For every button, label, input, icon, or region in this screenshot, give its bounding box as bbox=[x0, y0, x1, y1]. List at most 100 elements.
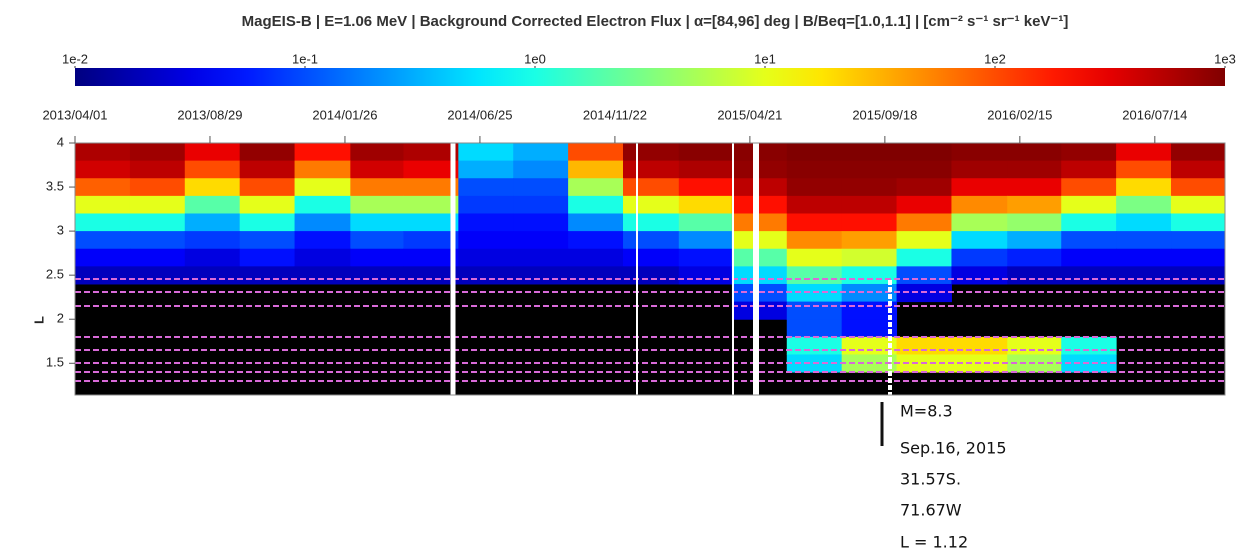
heatmap-cell bbox=[951, 231, 1008, 250]
heatmap-cell bbox=[1116, 266, 1172, 285]
heatmap-cell bbox=[841, 301, 898, 320]
heatmap-cell bbox=[623, 213, 680, 232]
x-tick-label: 2015/04/21 bbox=[717, 107, 782, 122]
x-tick-label: 2014/06/25 bbox=[447, 107, 512, 122]
heatmap-cell bbox=[350, 266, 404, 285]
heatmap-cell bbox=[513, 195, 569, 214]
heatmap-cell bbox=[951, 178, 1008, 197]
heatmap-cell bbox=[513, 178, 569, 197]
x-tick-label: 2016/07/14 bbox=[1122, 107, 1187, 122]
heatmap-cell bbox=[403, 160, 459, 179]
heatmap-cell bbox=[294, 195, 351, 214]
heatmap-cell bbox=[1171, 160, 1225, 179]
heatmap-cell bbox=[350, 248, 404, 267]
heatmap-cell bbox=[1007, 231, 1062, 250]
heatmap-cell bbox=[731, 178, 788, 197]
colorbar-tick-label: 1e1 bbox=[754, 51, 776, 66]
annotation: 71.67W bbox=[900, 501, 962, 520]
heatmap-cell bbox=[350, 213, 404, 232]
heatmap-cell bbox=[239, 195, 296, 214]
heatmap-cell bbox=[129, 248, 186, 267]
heatmap-cell bbox=[678, 231, 733, 250]
heatmap-cell bbox=[841, 283, 898, 303]
heatmap-cell bbox=[1007, 248, 1062, 267]
heatmap-cell bbox=[786, 319, 843, 338]
heatmap-cell bbox=[350, 143, 404, 162]
annotation: M=8.3 bbox=[900, 402, 953, 421]
heatmap-cell bbox=[1007, 160, 1062, 179]
heatmap-cell bbox=[731, 231, 788, 250]
heatmap-cell bbox=[184, 178, 241, 197]
heatmap-cell bbox=[951, 266, 1008, 285]
heatmap-cell bbox=[184, 248, 241, 267]
heatmap-cell bbox=[731, 213, 788, 232]
y-tick-label: 4 bbox=[57, 134, 64, 149]
heatmap-cell bbox=[731, 301, 788, 320]
heatmap-cell bbox=[184, 160, 241, 179]
data-gaps bbox=[450, 143, 892, 395]
heatmap-cell bbox=[841, 160, 898, 179]
heatmap-cell bbox=[129, 213, 186, 232]
heatmap-cell bbox=[1116, 178, 1172, 197]
heatmap-cell bbox=[951, 160, 1008, 179]
x-tick-label: 2016/02/15 bbox=[987, 107, 1052, 122]
heatmap-cell bbox=[1007, 336, 1062, 355]
heatmap-cell bbox=[841, 319, 898, 338]
heatmap-cell bbox=[129, 143, 186, 162]
colorbar bbox=[75, 68, 1225, 86]
heatmap-cell bbox=[1061, 231, 1117, 250]
heatmap-cell bbox=[1061, 178, 1117, 197]
heatmap-cell bbox=[239, 178, 296, 197]
heatmap-cell bbox=[75, 143, 131, 162]
heatmap-cell bbox=[1007, 266, 1062, 285]
heatmap-cell bbox=[1116, 213, 1172, 232]
heatmap-cell bbox=[239, 213, 296, 232]
heatmap-cell bbox=[841, 195, 898, 214]
heatmap-cell bbox=[239, 248, 296, 267]
heatmap-cell bbox=[623, 231, 680, 250]
colorbar-tick-label: 1e-1 bbox=[292, 51, 318, 66]
heatmap-cell bbox=[841, 336, 898, 355]
x-tick-label: 2013/08/29 bbox=[177, 107, 242, 122]
heatmap-cell bbox=[239, 266, 296, 285]
heatmap-cell bbox=[350, 231, 404, 250]
heatmap-cell bbox=[568, 248, 624, 267]
heatmap-cell bbox=[786, 195, 843, 214]
heatmap-cell bbox=[786, 248, 843, 267]
heatmap-cell bbox=[731, 266, 788, 285]
heatmap-cell bbox=[568, 195, 624, 214]
annotation: L = 1.12 bbox=[900, 533, 968, 552]
heatmap-cell bbox=[294, 160, 351, 179]
heatmap-cell bbox=[1061, 195, 1117, 214]
heatmap-cell bbox=[458, 160, 514, 179]
heatmap-cell bbox=[184, 231, 241, 250]
heatmap-cell bbox=[129, 231, 186, 250]
heatmap-cell bbox=[403, 213, 459, 232]
chart-title: MagEIS-B | E=1.06 MeV | Background Corre… bbox=[242, 13, 1069, 30]
heatmap-cell bbox=[623, 248, 680, 267]
heatmap-cell bbox=[403, 195, 459, 214]
heatmap-cell bbox=[75, 248, 131, 267]
annotation: Sep.16, 2015 bbox=[900, 439, 1007, 458]
heatmap-cell bbox=[896, 213, 952, 232]
heatmap-cell bbox=[841, 248, 898, 267]
heatmap-cell bbox=[294, 266, 351, 285]
heatmap-cell bbox=[294, 248, 351, 267]
heatmap-cell bbox=[1061, 160, 1117, 179]
heatmap-cell bbox=[129, 178, 186, 197]
heatmap-cell bbox=[184, 266, 241, 285]
x-tick-label: 2014/01/26 bbox=[312, 107, 377, 122]
heatmap-cell bbox=[75, 178, 131, 197]
heatmap-cell bbox=[841, 143, 898, 162]
heatmap-cell bbox=[1171, 195, 1225, 214]
heatmap-cell bbox=[568, 160, 624, 179]
heatmap-cell bbox=[513, 266, 569, 285]
heatmap-cell bbox=[1061, 213, 1117, 232]
heatmap-cell bbox=[1061, 266, 1117, 285]
heatmap-cell bbox=[239, 160, 296, 179]
heatmap-cell bbox=[1007, 143, 1062, 162]
heatmap-cell bbox=[1171, 213, 1225, 232]
heatmap-cell bbox=[1116, 248, 1172, 267]
heatmap-cell bbox=[1007, 213, 1062, 232]
